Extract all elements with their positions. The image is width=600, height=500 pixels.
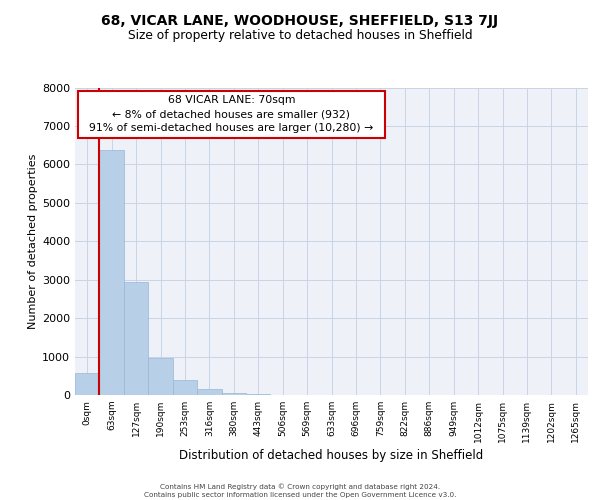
Bar	[246, 394, 271, 395]
Bar	[124, 282, 148, 395]
Bar	[100, 150, 124, 395]
Text: 68 VICAR LANE: 70sqm  
  ← 8% of detached houses are smaller (932)  
  91% of se: 68 VICAR LANE: 70sqm ← 8% of detached ho…	[82, 95, 380, 133]
Text: Contains HM Land Registry data © Crown copyright and database right 2024.
Contai: Contains HM Land Registry data © Crown c…	[144, 484, 456, 498]
Bar	[197, 389, 221, 395]
Y-axis label: Number of detached properties: Number of detached properties	[28, 154, 38, 329]
Bar	[173, 380, 197, 395]
Bar	[148, 358, 173, 395]
Text: 68, VICAR LANE, WOODHOUSE, SHEFFIELD, S13 7JJ: 68, VICAR LANE, WOODHOUSE, SHEFFIELD, S1…	[101, 14, 499, 28]
Bar	[75, 374, 100, 395]
Text: Size of property relative to detached houses in Sheffield: Size of property relative to detached ho…	[128, 29, 472, 42]
Bar	[221, 392, 246, 395]
X-axis label: Distribution of detached houses by size in Sheffield: Distribution of detached houses by size …	[179, 449, 484, 462]
